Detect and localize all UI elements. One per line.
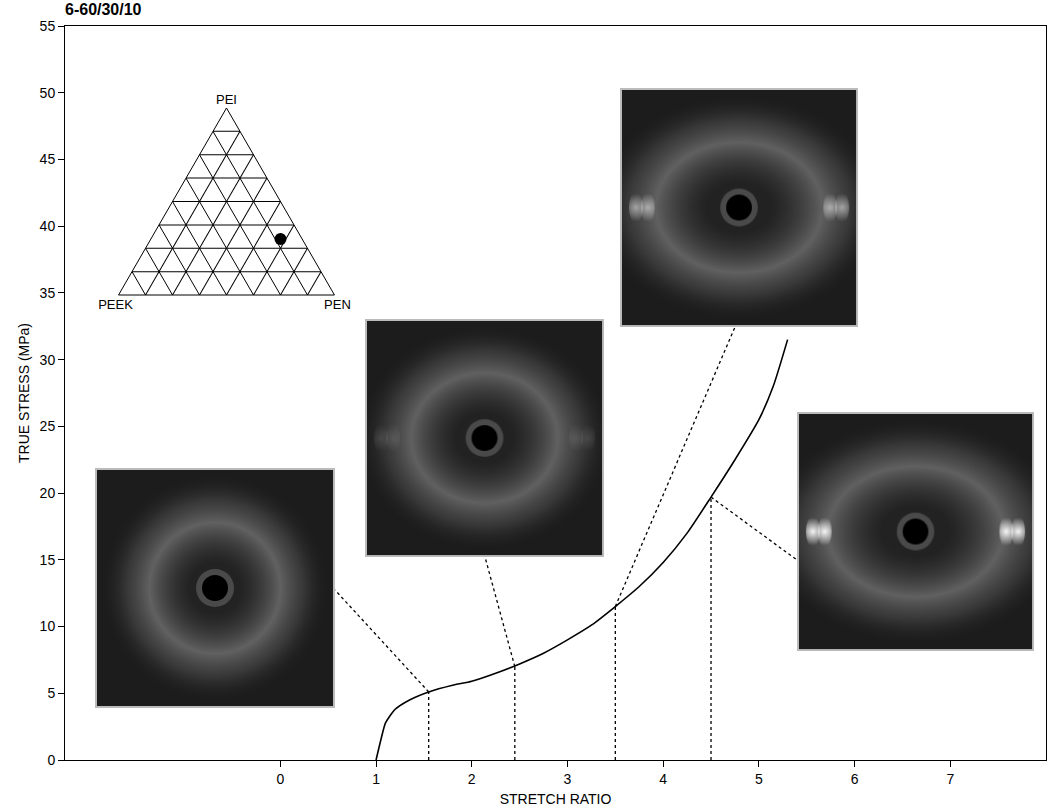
svg-text:15: 15 [40, 552, 56, 568]
svg-text:TRUE STRESS (MPa): TRUE STRESS (MPa) [16, 323, 32, 463]
svg-text:0: 0 [47, 752, 55, 768]
svg-text:PEEK: PEEK [98, 297, 133, 312]
svg-text:PEN: PEN [324, 297, 351, 312]
svg-text:45: 45 [40, 151, 56, 167]
svg-text:1: 1 [372, 771, 380, 787]
svg-text:PEI: PEI [216, 92, 237, 107]
svg-text:STRETCH RATIO: STRETCH RATIO [500, 791, 612, 807]
svg-text:35: 35 [40, 285, 56, 301]
svg-text:20: 20 [40, 485, 56, 501]
svg-text:3: 3 [564, 771, 572, 787]
svg-text:10: 10 [40, 618, 56, 634]
svg-text:6-60/30/10: 6-60/30/10 [65, 1, 142, 18]
svg-text:5: 5 [755, 771, 763, 787]
svg-text:50: 50 [40, 85, 56, 101]
svg-text:4: 4 [659, 771, 667, 787]
svg-text:30: 30 [40, 352, 56, 368]
svg-text:5: 5 [47, 685, 55, 701]
svg-text:0: 0 [276, 771, 284, 787]
svg-text:6: 6 [851, 771, 859, 787]
svg-text:25: 25 [40, 418, 56, 434]
svg-text:2: 2 [468, 771, 476, 787]
svg-text:7: 7 [946, 771, 954, 787]
svg-text:40: 40 [40, 218, 56, 234]
svg-text:55: 55 [40, 18, 56, 34]
